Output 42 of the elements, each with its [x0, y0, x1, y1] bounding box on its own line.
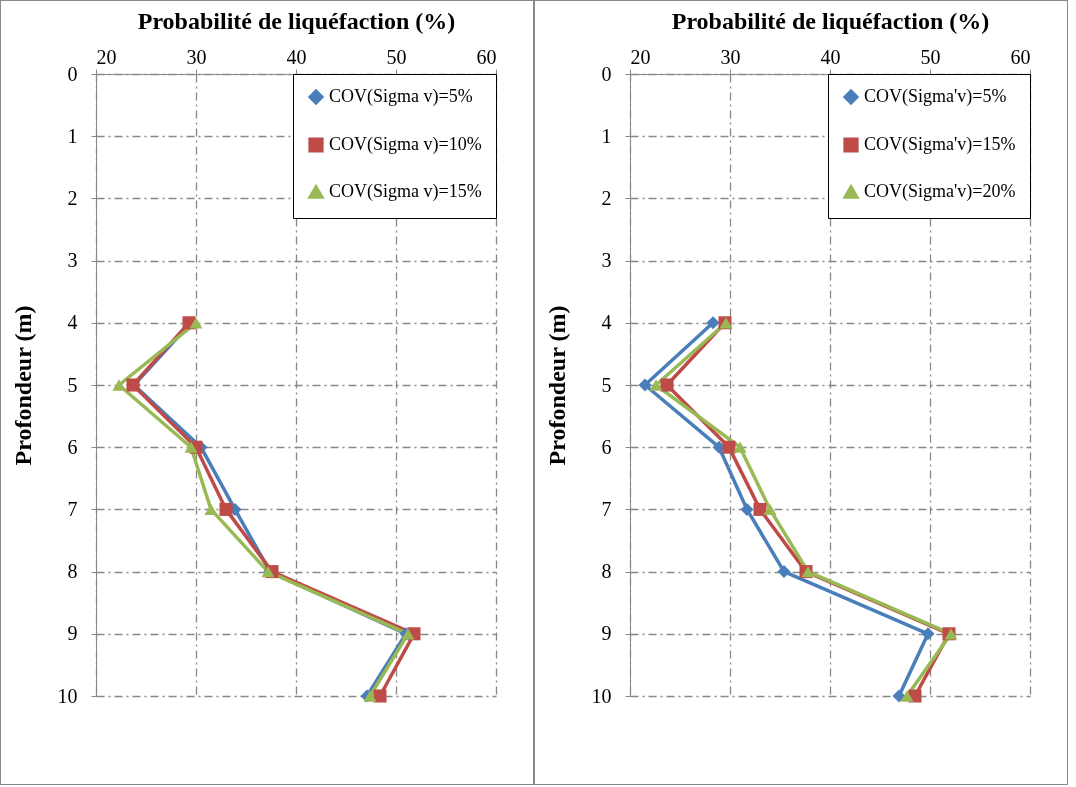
x-tick-label: 60: [1010, 45, 1031, 68]
y-axis-title: Profondeur (m): [543, 305, 570, 466]
x-tick-label: 20: [630, 45, 651, 68]
legend-label: COV(Sigma v)=15%: [329, 181, 482, 202]
legend-label: COV(Sigma v)=5%: [329, 86, 473, 107]
y-tick-label: 7: [67, 497, 78, 520]
x-tick-label: 60: [476, 45, 497, 68]
y-axis-title: Profondeur (m): [9, 305, 36, 466]
x-axis-title: Probabilité de liquéfaction (%): [137, 7, 456, 34]
y-tick-label: 9: [601, 622, 612, 645]
y-tick-label: 10: [57, 684, 78, 707]
y-tick-label: 3: [67, 249, 78, 272]
x-axis-title: Probabilité de liquéfaction (%): [671, 7, 990, 34]
x-tick-label: 40: [286, 45, 307, 68]
y-tick-label: 2: [601, 186, 612, 209]
x-tick-label: 50: [386, 45, 407, 68]
y-tick-label: 6: [67, 435, 78, 458]
y-tick-label: 0: [601, 62, 612, 85]
y-tick-label: 9: [67, 622, 78, 645]
y-tick-label: 8: [601, 560, 612, 583]
legend-label: COV(Sigma v)=10%: [329, 134, 482, 155]
x-tick-label: 20: [96, 45, 117, 68]
y-tick-label: 1: [67, 124, 78, 147]
legend-label: COV(Sigma'v)=20%: [864, 181, 1016, 202]
y-tick-label: 8: [67, 560, 78, 583]
x-tick-label: 30: [720, 45, 741, 68]
x-tick-label: 50: [920, 45, 941, 68]
legend-label: COV(Sigma'v)=15%: [864, 134, 1016, 155]
y-tick-label: 3: [601, 249, 612, 272]
y-tick-label: 10: [591, 684, 612, 707]
y-tick-label: 6: [601, 435, 612, 458]
y-tick-label: 0: [67, 62, 78, 85]
y-tick-label: 4: [601, 311, 612, 334]
y-tick-label: 2: [67, 186, 78, 209]
legend-label: COV(Sigma'v)=5%: [864, 86, 1007, 107]
y-tick-label: 1: [601, 124, 612, 147]
y-tick-label: 4: [67, 311, 78, 334]
y-tick-label: 7: [601, 497, 612, 520]
y-tick-label: 5: [601, 373, 612, 396]
x-tick-label: 40: [820, 45, 841, 68]
y-tick-label: 5: [67, 373, 78, 396]
x-tick-label: 30: [186, 45, 207, 68]
